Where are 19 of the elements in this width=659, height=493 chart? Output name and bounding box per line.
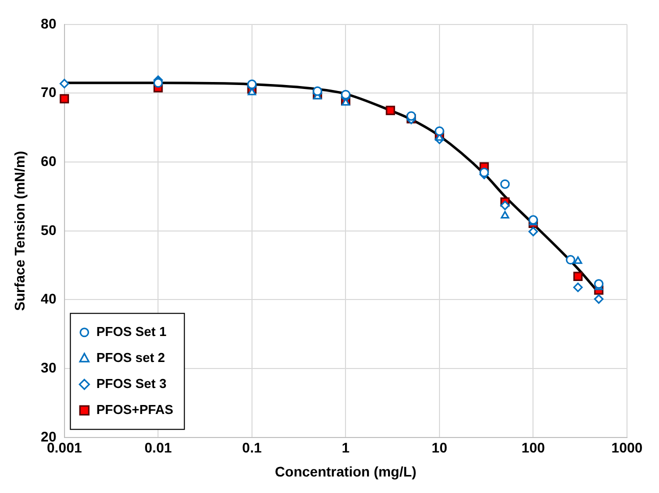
y-axis-title: Surface Tension (mN/m) xyxy=(11,150,28,311)
legend-label: PFOS+PFAS xyxy=(96,402,174,417)
y-tick-label: 50 xyxy=(40,222,57,238)
x-tick-label: 0.1 xyxy=(242,440,262,456)
legend-label: PFOS Set 1 xyxy=(96,324,166,339)
x-tick-label: 10 xyxy=(432,440,448,456)
legend-label: PFOS Set 3 xyxy=(96,376,166,391)
x-axis-title: Concentration (mg/L) xyxy=(274,463,416,480)
y-tick-label: 80 xyxy=(40,15,57,32)
x-tick-label: 1 xyxy=(342,440,350,456)
x-tick-label: 100 xyxy=(522,440,546,456)
x-tick-label: 0.01 xyxy=(144,440,172,456)
x-tick-label: 1000 xyxy=(611,440,643,456)
y-tick-label: 60 xyxy=(40,152,57,169)
y-tick-label: 40 xyxy=(40,290,57,307)
y-tick-label: 70 xyxy=(40,84,57,100)
y-tick-label: 20 xyxy=(40,428,57,444)
legend-label: PFOS set 2 xyxy=(96,350,166,365)
y-tick-label: 30 xyxy=(40,359,57,376)
